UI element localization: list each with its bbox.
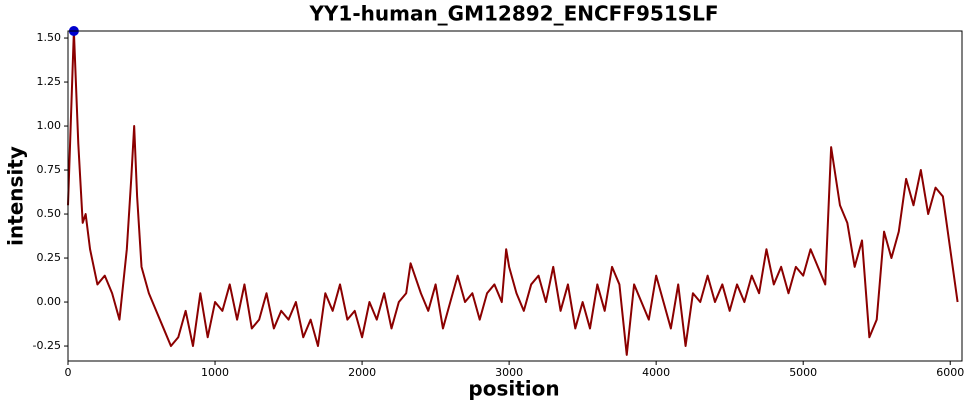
x-axis-label: position: [468, 377, 559, 401]
y-tick-label: 1.50: [37, 31, 62, 44]
y-tick-label: 0.50: [37, 207, 62, 220]
y-tick-label: -0.25: [33, 339, 61, 352]
y-axis-label: intensity: [4, 146, 28, 246]
x-tick-label: 4000: [642, 366, 670, 379]
x-tick-label: 2000: [348, 366, 376, 379]
y-tick-label: 1.25: [37, 75, 62, 88]
x-tick-label: 1000: [201, 366, 229, 379]
y-tick-label: 0.75: [37, 163, 62, 176]
x-tick-label: 5000: [789, 366, 817, 379]
x-tick-label: 0: [65, 366, 72, 379]
x-tick-label: 3000: [495, 366, 523, 379]
plot-frame: [67, 30, 963, 362]
y-tick-label: 0.25: [37, 251, 62, 264]
chart-title: YY1-human_GM12892_ENCFF951SLF: [308, 2, 718, 26]
y-tick-label: 0.00: [37, 295, 62, 308]
y-tick-label: 1.00: [37, 119, 62, 132]
x-tick-label: 6000: [936, 366, 964, 379]
data-line: [67, 30, 959, 356]
